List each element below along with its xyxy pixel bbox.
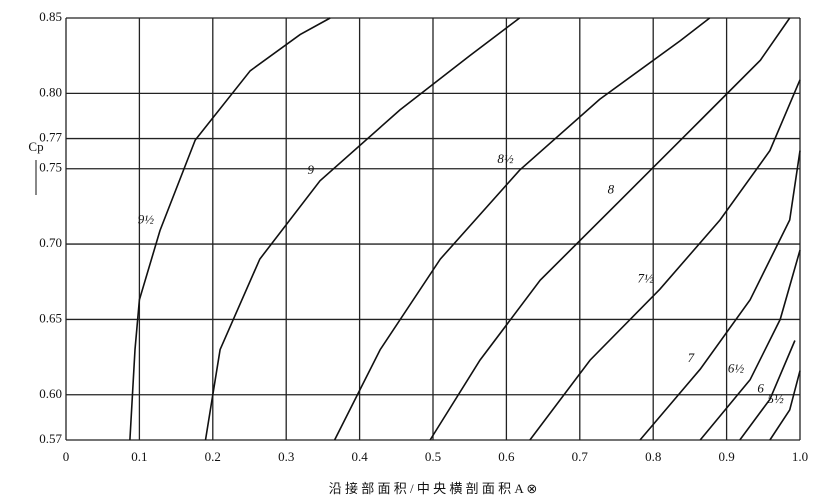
- curve-label: 5½: [767, 391, 784, 406]
- x-tick-label: 0.4: [351, 449, 368, 464]
- curve: [206, 18, 520, 440]
- curve-label: 8: [608, 181, 615, 196]
- x-axis-label: 沿 接 部 面 积 / 中 央 横 剖 面 积 A ⊗: [329, 481, 537, 496]
- y-tick-label: 0.70: [39, 235, 62, 250]
- y-tick-label: 0.60: [39, 386, 62, 401]
- y-tick-label: 0.57: [39, 431, 62, 446]
- curve-label: 9: [307, 162, 314, 177]
- x-tick-label: 0.3: [278, 449, 294, 464]
- y-tick-label: 0.80: [39, 84, 62, 99]
- x-tick-label: 0.1: [131, 449, 147, 464]
- x-tick-label: 0.9: [718, 449, 734, 464]
- x-tick-label: 0: [63, 449, 70, 464]
- curve-label: 9½: [138, 211, 155, 226]
- x-tick-label: 0.8: [645, 449, 661, 464]
- y-tick-label: 0.65: [39, 310, 62, 325]
- x-tick-label: 0.5: [425, 449, 441, 464]
- curve: [130, 18, 330, 440]
- curve-label: 7: [688, 350, 695, 365]
- curve: [430, 18, 790, 440]
- curve-label: 7½: [638, 270, 655, 285]
- x-tick-label: 0.2: [205, 449, 221, 464]
- x-tick-label: 0.7: [572, 449, 589, 464]
- y-tick-label: 0.77: [39, 130, 62, 145]
- y-tick-label: 0.85: [39, 9, 62, 24]
- x-tick-label: 0.6: [498, 449, 515, 464]
- curve: [700, 250, 800, 440]
- chart: Cp 沿 接 部 面 积 / 中 央 横 剖 面 积 A ⊗ 0.570.600…: [0, 0, 813, 502]
- curve-label: 8½: [497, 151, 514, 166]
- y-tick-label: 0.75: [39, 160, 62, 175]
- curve-label: 6½: [728, 361, 745, 376]
- x-tick-label: 1.0: [792, 449, 808, 464]
- curve-label: 6: [757, 380, 764, 395]
